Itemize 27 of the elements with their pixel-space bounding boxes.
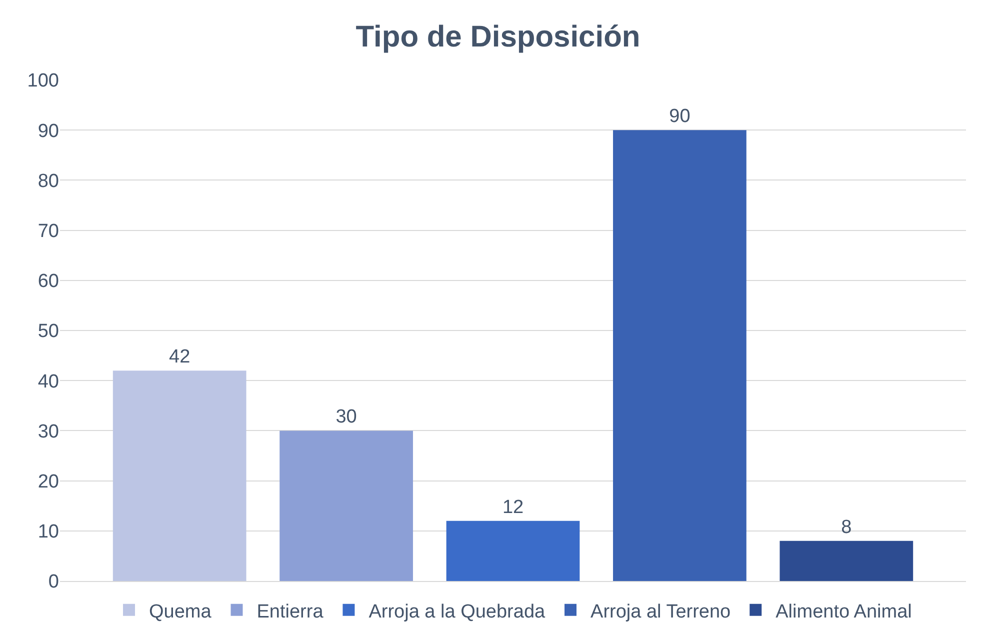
data-label: 30 bbox=[336, 406, 357, 428]
legend-label: Arroja al Terreno bbox=[590, 601, 731, 622]
y-tick-label: 50 bbox=[38, 321, 59, 342]
bar bbox=[280, 430, 413, 581]
y-tick-label: 20 bbox=[38, 471, 59, 492]
y-tick-label: 30 bbox=[38, 421, 59, 442]
legend-label: Alimento Animal bbox=[776, 601, 912, 622]
y-tick-label: 10 bbox=[38, 522, 59, 543]
legend-label: Entierra bbox=[256, 601, 324, 622]
legend-label: Arroja a la Quebrada bbox=[368, 601, 546, 622]
legend-label: Quema bbox=[149, 601, 212, 622]
data-label: 90 bbox=[669, 106, 690, 128]
bar bbox=[112, 370, 246, 581]
bar bbox=[780, 540, 914, 581]
y-tick-label: 90 bbox=[38, 120, 59, 142]
y-tick-label: 40 bbox=[38, 371, 59, 392]
chart-title: Tipo de Disposición bbox=[356, 20, 640, 54]
y-tick-label: 60 bbox=[38, 271, 59, 292]
data-label: 42 bbox=[169, 346, 190, 368]
data-label: 12 bbox=[502, 496, 524, 518]
y-tick-label: 80 bbox=[38, 170, 59, 192]
bar bbox=[446, 520, 580, 581]
y-tick-label: 100 bbox=[27, 70, 59, 92]
y-tick-label: 70 bbox=[38, 220, 59, 242]
data-label: 8 bbox=[841, 516, 852, 538]
y-tick-label: 0 bbox=[48, 572, 59, 593]
bar bbox=[613, 130, 746, 581]
